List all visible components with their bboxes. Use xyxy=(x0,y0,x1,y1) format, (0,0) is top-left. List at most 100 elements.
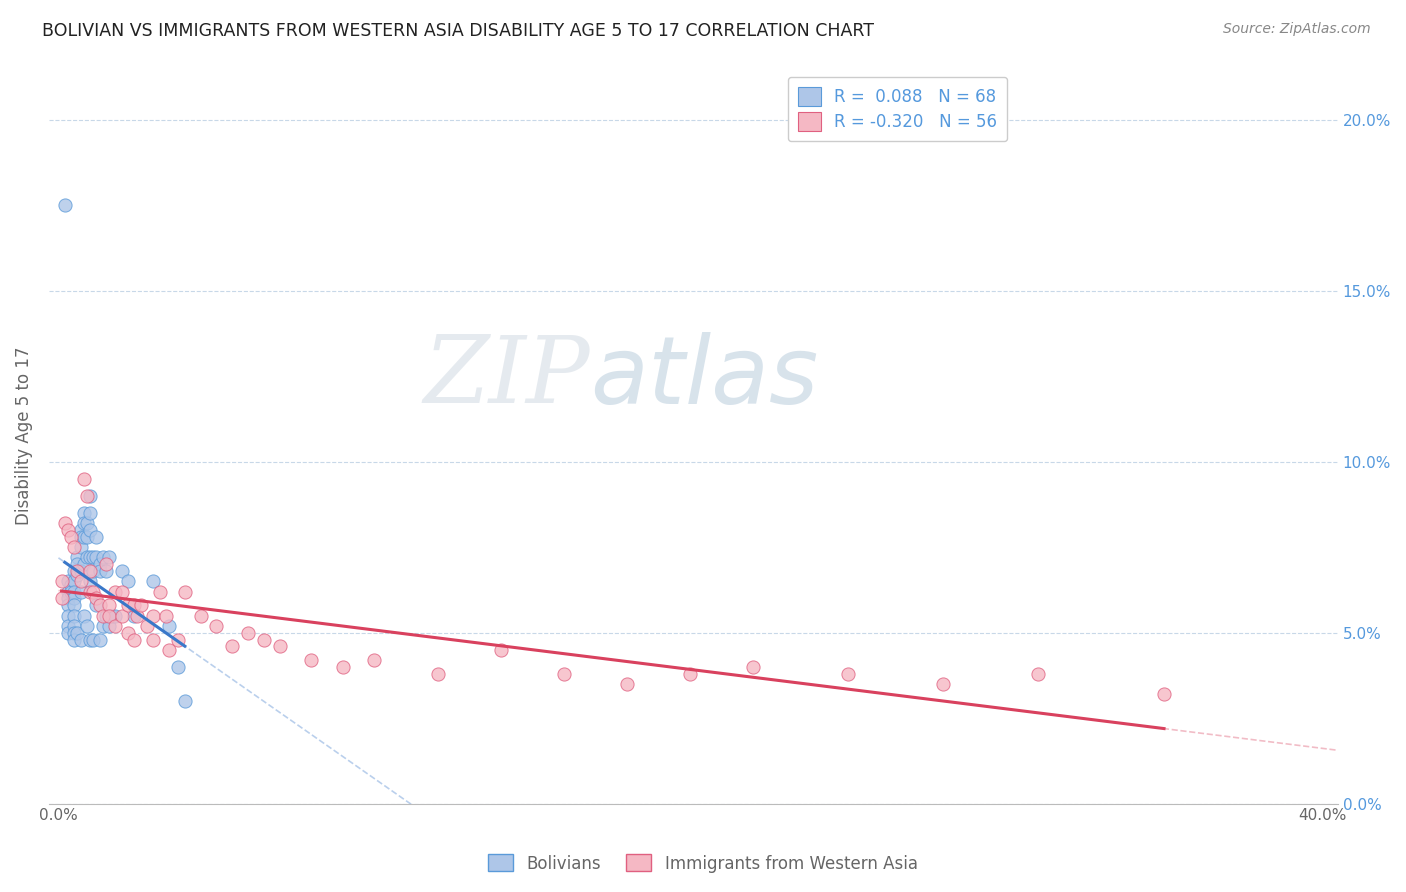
Point xyxy=(489,642,512,657)
Point xyxy=(63,608,86,623)
Point xyxy=(101,608,124,623)
Point xyxy=(66,567,89,582)
Point xyxy=(127,608,149,623)
Text: Source: ZipAtlas.com: Source: ZipAtlas.com xyxy=(1223,22,1371,37)
Point xyxy=(69,523,91,537)
Point xyxy=(69,574,91,589)
Point xyxy=(60,584,83,599)
Point xyxy=(63,564,86,578)
Point xyxy=(60,578,83,592)
Point xyxy=(69,584,91,599)
Point xyxy=(742,660,765,674)
Point xyxy=(89,632,111,647)
Point xyxy=(236,625,259,640)
Text: atlas: atlas xyxy=(591,332,818,423)
Point xyxy=(553,666,575,681)
Point xyxy=(79,523,101,537)
Point xyxy=(155,608,177,623)
Point xyxy=(117,625,139,640)
Point xyxy=(98,608,121,623)
Point xyxy=(91,619,114,633)
Point xyxy=(63,574,86,589)
Point xyxy=(117,599,139,613)
Point xyxy=(51,591,73,606)
Point xyxy=(63,540,86,554)
Point xyxy=(63,599,86,613)
Point xyxy=(79,632,101,647)
Point xyxy=(89,599,111,613)
Point xyxy=(142,632,165,647)
Point xyxy=(73,530,96,544)
Point xyxy=(82,564,104,578)
Point xyxy=(111,608,134,623)
Point xyxy=(56,619,79,633)
Point xyxy=(63,632,86,647)
Point xyxy=(76,530,98,544)
Point xyxy=(190,608,212,623)
Text: BOLIVIAN VS IMMIGRANTS FROM WESTERN ASIA DISABILITY AGE 5 TO 17 CORRELATION CHAR: BOLIVIAN VS IMMIGRANTS FROM WESTERN ASIA… xyxy=(42,22,875,40)
Point xyxy=(157,642,180,657)
Point xyxy=(122,599,145,613)
Point xyxy=(82,632,104,647)
Point xyxy=(104,584,127,599)
Point xyxy=(69,540,91,554)
Point xyxy=(86,591,108,606)
Point xyxy=(221,640,243,654)
Point xyxy=(60,530,83,544)
Point xyxy=(122,608,145,623)
Point xyxy=(299,653,322,667)
Point xyxy=(66,564,89,578)
Point xyxy=(205,619,228,633)
Point xyxy=(98,550,121,565)
Point xyxy=(86,599,108,613)
Y-axis label: Disability Age 5 to 17: Disability Age 5 to 17 xyxy=(15,347,32,525)
Point xyxy=(86,550,108,565)
Point xyxy=(94,558,117,572)
Point xyxy=(79,506,101,520)
Point xyxy=(53,198,76,212)
Legend: R =  0.088   N = 68, R = -0.320   N = 56: R = 0.088 N = 68, R = -0.320 N = 56 xyxy=(787,77,1007,141)
Point xyxy=(135,619,157,633)
Point xyxy=(932,677,955,691)
Point xyxy=(167,660,190,674)
Point xyxy=(117,574,139,589)
Point xyxy=(76,619,98,633)
Point xyxy=(91,608,114,623)
Point xyxy=(82,584,104,599)
Point xyxy=(63,584,86,599)
Point xyxy=(94,564,117,578)
Point xyxy=(104,619,127,633)
Point xyxy=(332,660,354,674)
Point xyxy=(73,506,96,520)
Point xyxy=(111,584,134,599)
Point xyxy=(56,625,79,640)
Point xyxy=(426,666,449,681)
Point xyxy=(79,584,101,599)
Point xyxy=(1026,666,1049,681)
Point xyxy=(91,550,114,565)
Point xyxy=(69,564,91,578)
Point xyxy=(363,653,385,667)
Point xyxy=(82,550,104,565)
Point xyxy=(679,666,702,681)
Point xyxy=(111,564,134,578)
Point xyxy=(76,489,98,503)
Point xyxy=(89,558,111,572)
Point xyxy=(63,619,86,633)
Point xyxy=(73,516,96,531)
Point xyxy=(79,550,101,565)
Point xyxy=(51,574,73,589)
Point xyxy=(79,489,101,503)
Point xyxy=(94,608,117,623)
Point xyxy=(69,632,91,647)
Point xyxy=(616,677,638,691)
Point xyxy=(56,591,79,606)
Point xyxy=(66,558,89,572)
Point xyxy=(73,608,96,623)
Legend: Bolivians, Immigrants from Western Asia: Bolivians, Immigrants from Western Asia xyxy=(482,847,924,880)
Point xyxy=(66,550,89,565)
Text: ZIP: ZIP xyxy=(423,332,591,422)
Point xyxy=(56,584,79,599)
Point xyxy=(1153,687,1175,701)
Point xyxy=(63,625,86,640)
